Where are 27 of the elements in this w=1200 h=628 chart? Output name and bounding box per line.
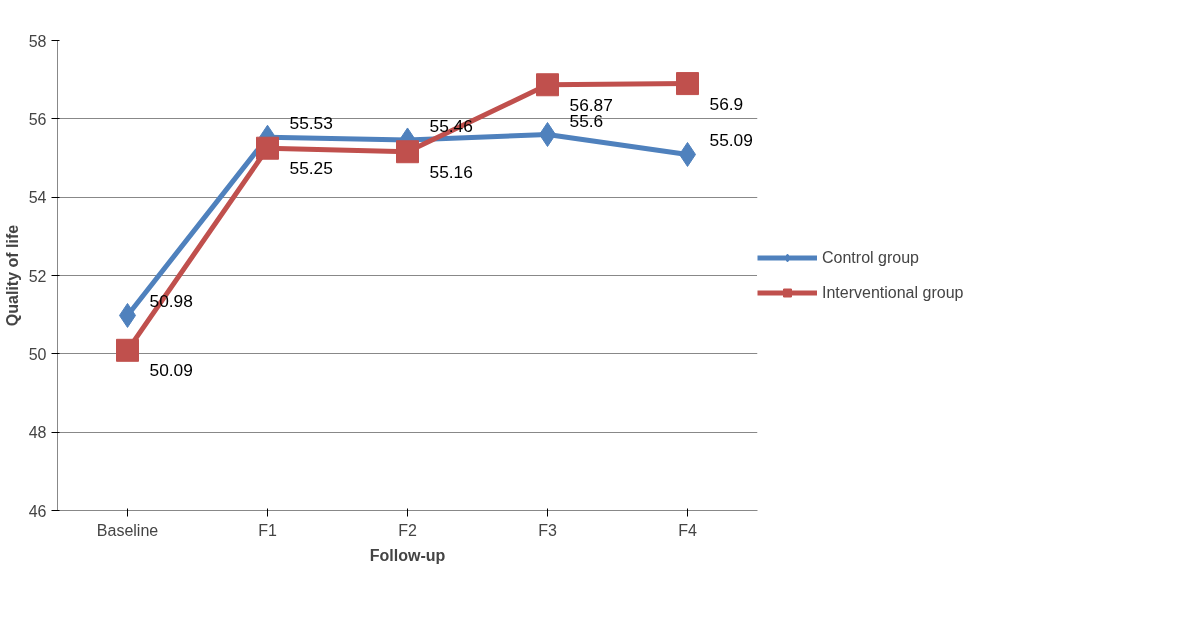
point xyxy=(536,73,559,97)
point xyxy=(396,140,419,164)
data-label: 55.25 xyxy=(289,158,333,179)
y-tick-label: 50 xyxy=(28,345,47,363)
x-axis-title: Follow-up xyxy=(369,546,446,564)
y-axis-title: Quality of life xyxy=(3,224,21,327)
y-tick-label: 58 xyxy=(28,32,47,50)
legend-label: Control group xyxy=(822,248,919,267)
point xyxy=(256,136,279,160)
data-label: 56.9 xyxy=(709,93,744,114)
x-tick-label: Baseline xyxy=(96,521,159,539)
x-tick-label: F2 xyxy=(398,521,417,539)
data-label: 55.09 xyxy=(709,130,753,151)
y-tick-label: 54 xyxy=(28,189,47,207)
point xyxy=(116,338,139,362)
y-tick-label: 48 xyxy=(28,424,47,442)
point xyxy=(676,72,699,96)
x-tick-label: F4 xyxy=(678,521,697,539)
legend-label: Interventional group xyxy=(822,283,964,302)
y-tick-label: 46 xyxy=(28,502,47,520)
y-tick-label: 52 xyxy=(28,267,47,285)
y-tick-label: 56 xyxy=(28,110,47,128)
data-label: 55.53 xyxy=(289,113,333,134)
data-label: 55.16 xyxy=(429,161,473,182)
data-label: 50.09 xyxy=(149,360,193,381)
x-tick-label: F3 xyxy=(538,521,557,539)
x-tick-label: F1 xyxy=(258,521,277,539)
